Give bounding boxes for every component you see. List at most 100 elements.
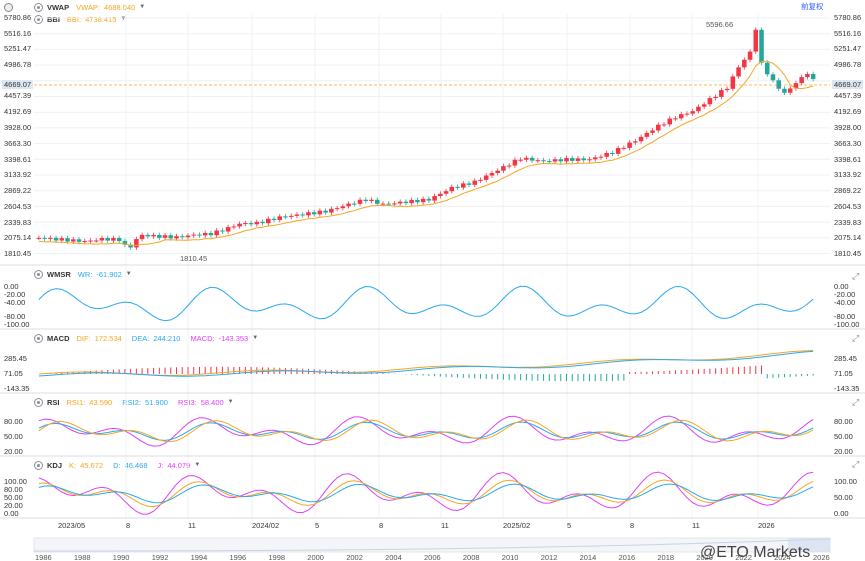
candle-body (76, 239, 82, 242)
candle-body (271, 218, 277, 220)
macd-value: -143.353 (218, 333, 249, 343)
candle-body (168, 235, 174, 239)
expand-icon[interactable]: ⤢ (852, 271, 860, 281)
timeline-year-label: 2008 (462, 553, 480, 561)
candle-body (357, 199, 363, 204)
j-label: J: (157, 460, 164, 470)
rsi-tick-label: 50.00 (4, 432, 23, 441)
indicator-name: BBI (47, 14, 60, 24)
candle-body (329, 208, 334, 213)
d-value: 46.468 (124, 460, 148, 470)
chevron-down-icon[interactable]: ▼ (194, 462, 201, 468)
candle-body (501, 166, 506, 171)
candle-body (529, 157, 535, 161)
chevron-down-icon[interactable]: ▼ (120, 16, 127, 22)
candle-body (495, 170, 500, 173)
candle-body (374, 199, 380, 204)
wr-value: -61.902 (96, 269, 122, 279)
gear-icon[interactable] (34, 397, 43, 407)
candle-body (793, 83, 799, 89)
rsi-legend: RSI RSI1: 43.590 RSI2: 51.900 RSI3: 58.4… (34, 396, 234, 408)
candle-body (569, 158, 575, 161)
macd-tick-label: 285.45 (4, 354, 27, 363)
candle-body (443, 191, 449, 194)
candle-body (179, 236, 185, 238)
wr-tick-label: 0.00 (4, 282, 19, 291)
x-axis-tick-label: 8 (379, 521, 384, 530)
price-tick-label: 5251.47 (4, 44, 32, 53)
price-tick-label: 2604.53 (834, 202, 862, 211)
price-tick-label: 4457.39 (834, 91, 862, 100)
candle-body (105, 238, 110, 241)
chevron-down-icon[interactable]: ▼ (252, 335, 259, 341)
macd-tick-label: 71.05 (4, 369, 23, 378)
timeline-series-line (34, 538, 831, 552)
rsi2-value: 51.900 (145, 397, 168, 407)
chevron-down-icon[interactable]: ▼ (139, 4, 146, 10)
price-tick-label: 2075.14 (4, 233, 32, 242)
x-axis-last-label: 2026 (758, 521, 775, 530)
expand-icon[interactable]: ⤢ (852, 333, 860, 343)
gear-icon[interactable] (34, 2, 43, 12)
candle-body (438, 193, 443, 197)
timeline-year-label: 1990 (112, 553, 130, 561)
bbi-line (38, 60, 814, 246)
price-tick-label: 1810.45 (834, 249, 862, 258)
candle-body (753, 29, 759, 52)
candle-body (420, 198, 426, 203)
candle-body (363, 199, 369, 202)
macd-tick-label: 71.05 (834, 369, 853, 378)
indicator-name: WMSR (47, 269, 71, 279)
candle-body (248, 223, 254, 225)
candle-body (678, 114, 684, 119)
gear-icon[interactable] (34, 269, 43, 279)
candle-body (260, 221, 265, 224)
candle-body (220, 230, 225, 232)
candle-body (426, 198, 432, 201)
candle-body (397, 201, 403, 204)
candle-body (633, 141, 638, 143)
candle-body (346, 203, 351, 207)
candle-body (116, 237, 122, 242)
candle-body (288, 215, 294, 217)
gear-icon[interactable] (34, 460, 43, 470)
candle-body (65, 238, 70, 242)
restore-adjust-button[interactable]: 前复权 (801, 2, 824, 11)
candle-body (455, 186, 460, 188)
gear-icon[interactable] (34, 333, 43, 343)
price-tick-label: 4192.69 (4, 107, 32, 116)
candle-body (300, 214, 305, 216)
bbi-legend: BBI BBI: 4738.415 ▼ (34, 13, 126, 25)
indicator-name: VWAP (47, 2, 70, 12)
chart-settings-icon[interactable] (4, 3, 13, 12)
price-tick-label: 2339.83 (834, 218, 862, 227)
gear-icon[interactable] (34, 14, 43, 24)
timeline-year-label: 2010 (501, 553, 519, 561)
rsi3-line (38, 415, 814, 447)
kdj-tick-label: 0.00 (4, 509, 19, 518)
candle-body (157, 234, 162, 238)
timeline-year-label: 2006 (424, 553, 441, 561)
candle-body (392, 203, 397, 205)
price-tick-label: 2869.22 (834, 186, 862, 195)
candle-body (317, 210, 323, 215)
rsi-tick-label: 20.00 (834, 447, 853, 456)
expand-icon[interactable]: ⤢ (852, 459, 860, 469)
watermark: @ETO Markets (700, 544, 811, 561)
price-tick-label: 5251.47 (834, 44, 862, 53)
timeline-year-label: 1994 (190, 553, 208, 561)
price-tick-label: 3928.00 (834, 123, 862, 132)
candle-body (449, 186, 455, 192)
candle-body (483, 175, 489, 180)
chevron-down-icon[interactable]: ▼ (227, 399, 234, 405)
candle-body (541, 160, 546, 162)
chevron-down-icon[interactable]: ▼ (125, 271, 132, 277)
candle-body (684, 113, 690, 115)
expand-icon[interactable]: ⤢ (852, 397, 860, 407)
dif-value: 172.534 (94, 333, 122, 343)
dif-line (38, 349, 814, 376)
rsi-tick-label: 80.00 (834, 417, 853, 426)
candle-body (461, 183, 466, 188)
wr-tick-label: -80.00 (4, 312, 26, 321)
